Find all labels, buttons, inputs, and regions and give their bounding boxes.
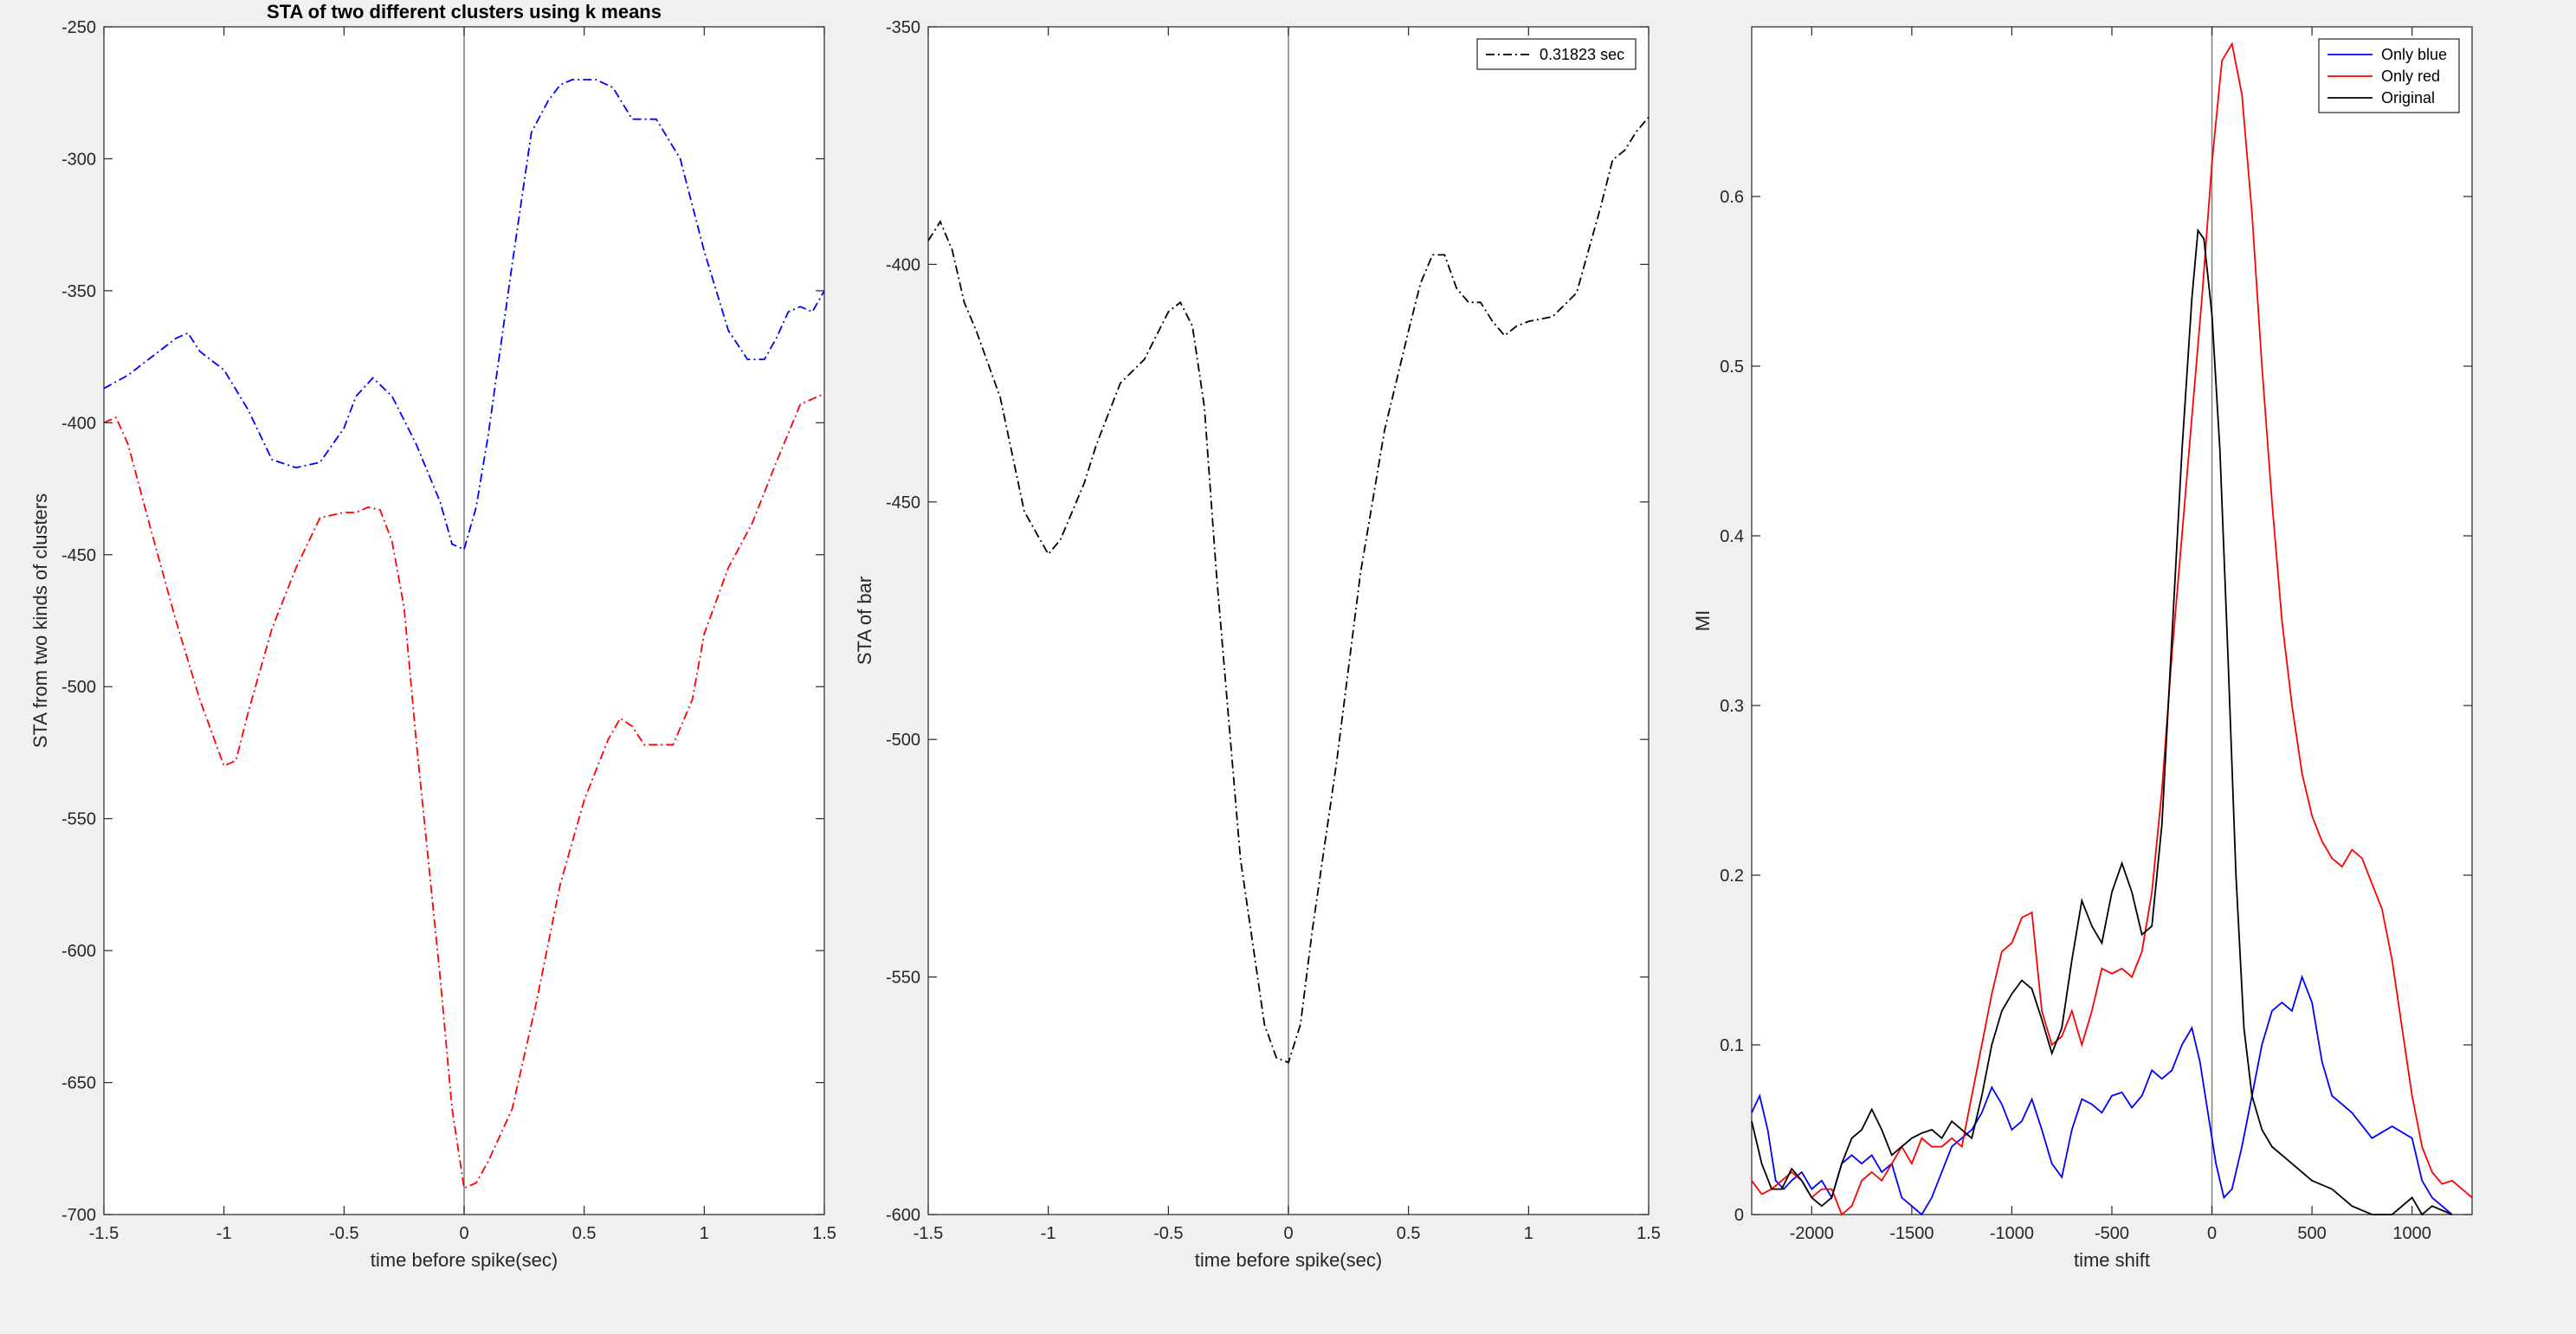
y-tick-label: -400: [61, 414, 96, 433]
y-tick-label: -500: [61, 678, 96, 697]
y-tick-label: -700: [61, 1206, 96, 1225]
legend-entry: Only red: [2381, 68, 2440, 85]
x-tick-label: 0.5: [572, 1224, 597, 1243]
sta-bar-panel: time before spike(sec) STA of bar -1.5 -1…: [854, 18, 1661, 1271]
y-tick-label: -650: [61, 1074, 96, 1093]
series-line-0: [103, 79, 825, 551]
x-tick-label: 1: [1524, 1224, 1533, 1243]
x-tick-label: -1.5: [914, 1224, 943, 1243]
legend-entry: Original: [2381, 89, 2435, 106]
y-tick-label: -550: [886, 969, 920, 988]
legend-entry: 0.31823 sec: [1540, 46, 1624, 63]
y-tick-label: 0.4: [1720, 527, 1744, 546]
x-tick-label: -0.5: [1153, 1224, 1183, 1243]
y-axis-label: STA of bar: [854, 577, 875, 665]
y-tick-label: -350: [886, 18, 920, 37]
x-tick-label: -1000: [1990, 1224, 2034, 1243]
series-line-0: [1751, 974, 2453, 1216]
x-tick-label: -500: [2095, 1224, 2129, 1243]
y-tick-label: 0.2: [1720, 867, 1744, 886]
x-tick-label: 1: [700, 1224, 709, 1243]
x-tick-label: 0: [2207, 1224, 2217, 1243]
y-tick-label: -600: [61, 942, 96, 961]
y-tick-label: -600: [886, 1206, 920, 1225]
x-tick-label: 1000: [2392, 1224, 2431, 1243]
legend: Only blue Only red Original: [2318, 38, 2460, 113]
x-tick-label: 500: [2297, 1224, 2326, 1243]
x-tick-label: -1: [1041, 1224, 1056, 1243]
y-tick-label: -450: [886, 493, 920, 512]
x-axis-label: time shift: [2074, 1249, 2150, 1271]
series-line-1: [1751, 42, 2473, 1216]
legend-entry: Only blue: [2381, 46, 2447, 63]
y-tick-label: -400: [886, 255, 920, 274]
y-tick-label: -300: [61, 150, 96, 169]
x-tick-label: 0: [459, 1224, 468, 1243]
y-tick-label: -500: [886, 731, 920, 750]
series-line-0: [927, 116, 1650, 1064]
x-tick-label: -1: [216, 1224, 232, 1243]
y-tick-label: 0.5: [1720, 358, 1744, 377]
x-tick-label: 1.5: [1637, 1224, 1661, 1243]
x-tick-label: 0: [1283, 1224, 1293, 1243]
y-tick-label: -250: [61, 18, 96, 37]
x-tick-label: 1.5: [812, 1224, 836, 1243]
x-tick-label: -1500: [1889, 1224, 1934, 1243]
y-tick-label: 0: [1734, 1206, 1744, 1225]
series-line-1: [103, 392, 825, 1189]
y-tick-label: -450: [61, 546, 96, 565]
series-line-2: [1751, 228, 2453, 1216]
x-axis-label: time before spike(sec): [371, 1249, 558, 1271]
x-axis-label: time before spike(sec): [1195, 1249, 1382, 1271]
mi-panel: time shift MI -2000 -1500 -1000 -500 0 500 100…: [1692, 26, 2473, 1271]
y-tick-label: -350: [61, 282, 96, 301]
y-tick-label: 0.3: [1720, 697, 1744, 716]
y-tick-label: 0.1: [1720, 1036, 1744, 1055]
legend: 0.31823 sec: [1476, 38, 1637, 70]
plot-area: [1751, 26, 2473, 1215]
sta-clusters-panel: STA of two different clusters using k me…: [29, 1, 836, 1271]
chart-title: STA of two different clusters using k me…: [267, 1, 662, 23]
y-axis-label: STA from two kinds of clusters: [29, 493, 51, 748]
x-tick-label: -0.5: [329, 1224, 358, 1243]
x-tick-label: -1.5: [89, 1224, 119, 1243]
x-tick-label: 0.5: [1397, 1224, 1421, 1243]
y-tick-label: -550: [61, 810, 96, 829]
y-axis-label: MI: [1692, 610, 1714, 631]
x-tick-label: -2000: [1790, 1224, 1834, 1243]
y-tick-label: 0.6: [1720, 188, 1744, 207]
